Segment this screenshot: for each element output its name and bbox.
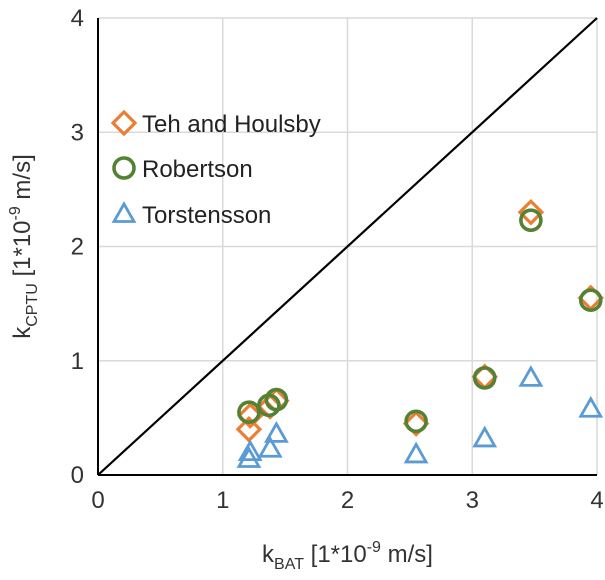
circle-marker <box>264 387 289 412</box>
data-markers <box>235 198 605 468</box>
triangle-marker <box>578 395 604 418</box>
circle-marker <box>404 409 428 434</box>
x-tick-labels: 0 1 2 3 4 <box>91 487 603 514</box>
triangle-marker <box>236 446 262 468</box>
triangle-marker <box>257 435 283 458</box>
circle-marker <box>519 208 543 233</box>
y-tick-label: 4 <box>71 5 84 32</box>
diamond-marker <box>235 416 263 443</box>
series-teh-and-houlsby <box>235 198 605 443</box>
triangle-marker <box>237 439 263 462</box>
circle-marker <box>237 400 261 424</box>
legend-item: Robertson <box>112 156 253 183</box>
triangle-marker <box>263 421 289 443</box>
legend-label: Robertson <box>142 156 253 183</box>
legend-triangle-icon <box>111 201 137 223</box>
legend: Teh and Houlsby Robertson Torstensson <box>110 109 321 229</box>
series-torstensson <box>236 365 604 468</box>
legend-circle-icon <box>112 156 136 180</box>
triangle-marker <box>472 425 498 448</box>
x-tick-label: 1 <box>216 487 229 514</box>
circle-marker <box>472 366 497 390</box>
x-tick-label: 3 <box>466 487 479 514</box>
triangle-marker <box>403 441 429 464</box>
x-tick-label: 0 <box>91 487 104 514</box>
legend-label: Torstensson <box>142 202 271 229</box>
x-axis-label: kBAT [1*10-9 m/s] <box>262 539 433 573</box>
legend-item: Torstensson <box>111 201 271 229</box>
circle-marker <box>578 288 603 312</box>
y-axis-label: kCPTU [1*10-9 m/s] <box>7 154 41 339</box>
x-tick-label: 2 <box>341 487 354 514</box>
axes <box>97 18 597 476</box>
y-tick-label: 3 <box>71 119 84 146</box>
y-tick-labels: 0 1 2 3 4 <box>71 5 84 489</box>
y-tick-label: 1 <box>71 348 84 375</box>
y-tick-label: 0 <box>71 462 84 489</box>
diamond-marker <box>517 198 545 226</box>
legend-label: Teh and Houlsby <box>142 111 321 138</box>
legend-diamond-icon <box>110 109 138 137</box>
diamond-marker <box>402 410 430 437</box>
series-robertson <box>237 208 603 434</box>
one-to-one-line <box>97 17 598 476</box>
legend-item: Teh and Houlsby <box>110 109 321 138</box>
y-tick-label: 2 <box>71 234 84 261</box>
triangle-marker <box>518 365 544 387</box>
x-tick-label: 4 <box>590 487 603 514</box>
